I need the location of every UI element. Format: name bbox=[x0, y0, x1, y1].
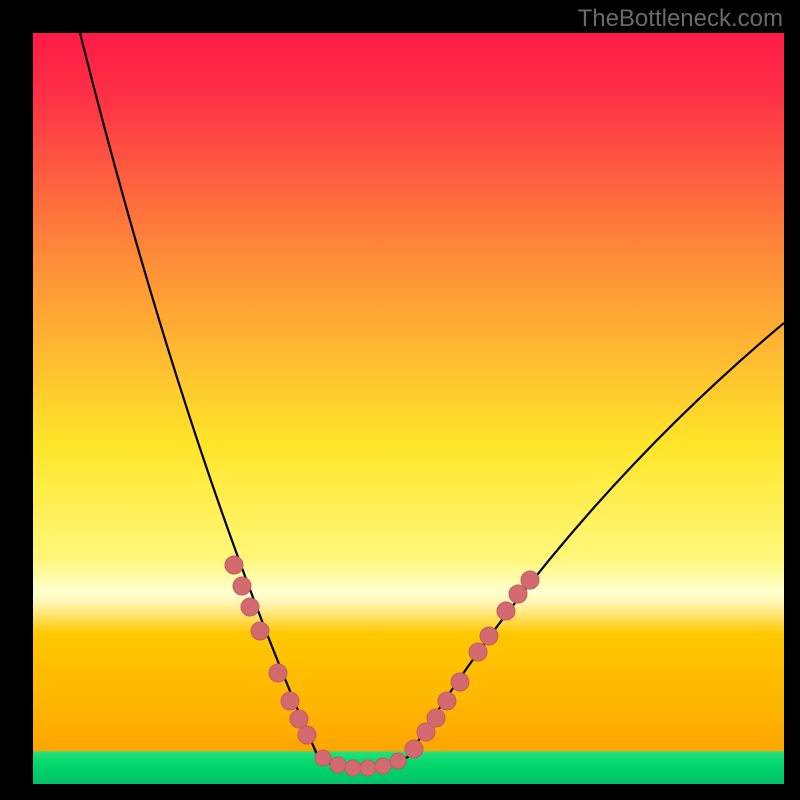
curve-marker bbox=[233, 577, 251, 595]
curve-marker bbox=[225, 556, 243, 574]
curve-marker bbox=[315, 750, 331, 766]
curve-marker bbox=[330, 757, 346, 773]
plot-area bbox=[33, 33, 784, 784]
plot-background bbox=[33, 33, 784, 784]
curve-marker bbox=[375, 758, 391, 774]
curve-marker bbox=[405, 740, 423, 758]
curve-marker bbox=[509, 585, 527, 603]
curve-marker bbox=[281, 692, 299, 710]
curve-marker bbox=[290, 710, 308, 728]
curve-marker bbox=[451, 673, 469, 691]
plot-svg bbox=[33, 33, 784, 784]
curve-marker bbox=[390, 753, 406, 769]
watermark-text: TheBottleneck.com bbox=[548, 5, 783, 33]
curve-marker bbox=[360, 760, 376, 776]
curve-marker bbox=[497, 602, 515, 620]
curve-marker bbox=[345, 760, 361, 776]
curve-marker bbox=[469, 643, 487, 661]
curve-marker bbox=[438, 692, 456, 710]
curve-marker bbox=[298, 726, 316, 744]
curve-marker bbox=[521, 571, 539, 589]
curve-marker bbox=[269, 664, 287, 682]
curve-marker bbox=[251, 622, 269, 640]
curve-marker bbox=[480, 627, 498, 645]
curve-marker bbox=[427, 709, 445, 727]
curve-marker bbox=[241, 598, 259, 616]
